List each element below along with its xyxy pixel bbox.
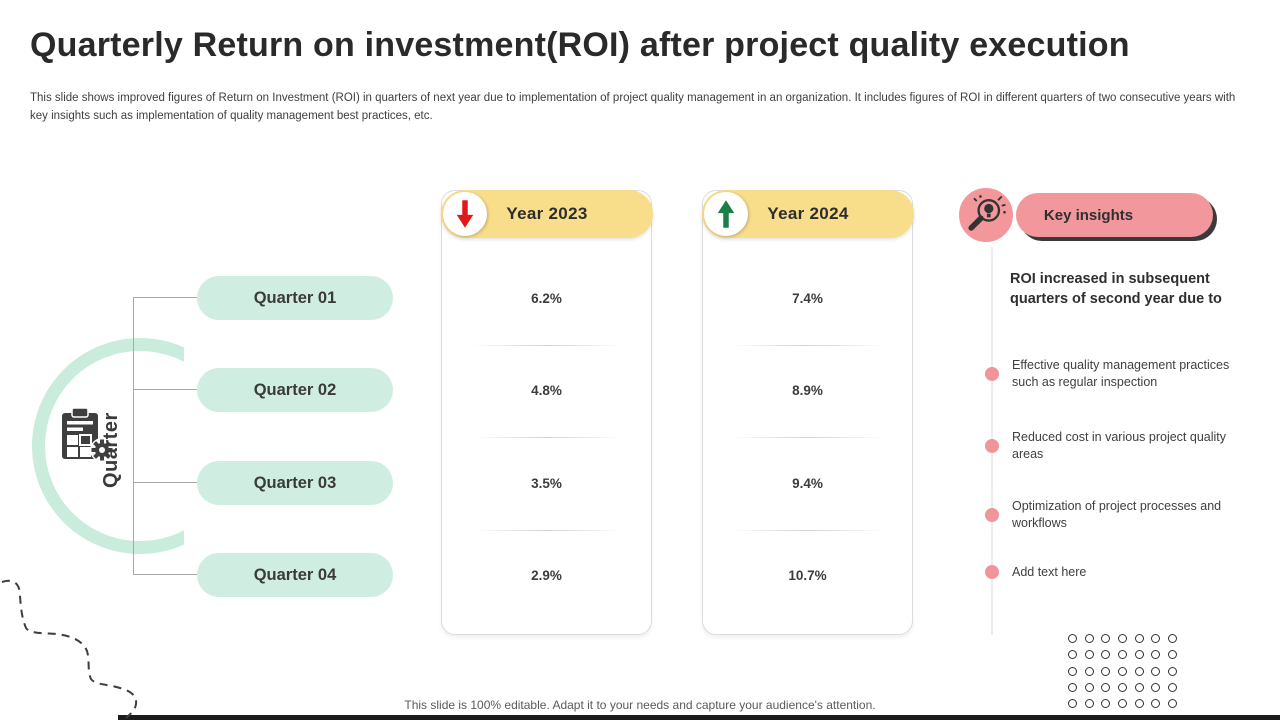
row-divider bbox=[470, 345, 623, 346]
bracket-stub bbox=[133, 482, 197, 483]
year-2024-column: Year 2024 7.4% 8.9% 9.4% 10.7% bbox=[702, 190, 914, 635]
insight-text: Reduced cost in various project quality … bbox=[1012, 430, 1227, 461]
year-2024-header: Year 2024 bbox=[702, 190, 914, 238]
dot-grid-decoration bbox=[1068, 634, 1178, 709]
insight-text: Add text here bbox=[1012, 565, 1087, 579]
quarter-pill-label: Quarter 02 bbox=[253, 380, 337, 399]
bullet-dot-icon bbox=[985, 565, 999, 580]
insights-heading: ROI increased in subsequent quarters of … bbox=[1010, 271, 1222, 307]
roi-value: 9.4% bbox=[792, 476, 823, 491]
quarter-axis-label: Quarter bbox=[100, 412, 122, 488]
quarter-pill-label: Quarter 01 bbox=[253, 288, 337, 307]
insight-text: Effective quality management practices s… bbox=[1012, 358, 1230, 389]
bullet-dot-icon bbox=[985, 438, 999, 453]
slide-title: Quarterly Return on investment(ROI) afte… bbox=[30, 26, 1130, 64]
quarter-pill-4: Quarter 04 bbox=[197, 553, 393, 597]
dashed-squiggle-line bbox=[1, 579, 138, 719]
insight-text: Optimization of project processes and wo… bbox=[1012, 499, 1222, 530]
bracket-stub bbox=[133, 297, 197, 298]
arrow-up-icon bbox=[717, 200, 735, 228]
roi-value: 3.5% bbox=[531, 476, 562, 491]
roi-value: 8.9% bbox=[792, 383, 823, 398]
roi-value: 2.9% bbox=[531, 568, 562, 583]
quarter-ring bbox=[32, 338, 184, 554]
year-column-title: Year 2023 bbox=[506, 204, 588, 223]
slide-description: This slide shows improved figures of Ret… bbox=[30, 92, 1236, 122]
bracket-stub bbox=[133, 389, 197, 390]
quarter-pill-label: Quarter 03 bbox=[253, 473, 337, 492]
row-divider bbox=[470, 437, 623, 438]
key-insights-label: Key insights bbox=[1043, 206, 1134, 224]
roi-value: 7.4% bbox=[792, 291, 823, 306]
bottom-accent-bar bbox=[118, 715, 1280, 720]
row-divider bbox=[731, 437, 884, 438]
bracket-vertical-line bbox=[133, 298, 134, 575]
trend-circle bbox=[704, 192, 748, 236]
key-insights-header: Key insights bbox=[1016, 193, 1213, 237]
quarter-pill-2: Quarter 02 bbox=[197, 368, 393, 412]
clipboard-gear-icon bbox=[60, 406, 116, 467]
row-divider bbox=[731, 530, 884, 531]
insight-item: Effective quality management practices s… bbox=[985, 357, 1232, 391]
quarter-pill-label: Quarter 04 bbox=[253, 565, 337, 584]
quarter-pill-3: Quarter 03 bbox=[197, 461, 393, 505]
insight-item: Reduced cost in various project quality … bbox=[985, 429, 1232, 463]
roi-value: 4.8% bbox=[531, 383, 562, 398]
footer-note: This slide is 100% editable. Adapt it to… bbox=[404, 698, 876, 712]
trend-circle bbox=[443, 192, 487, 236]
bullet-dot-icon bbox=[985, 507, 999, 522]
magnifier-bulb-icon bbox=[956, 185, 1016, 245]
bracket-stub bbox=[133, 574, 197, 575]
roi-value: 10.7% bbox=[788, 568, 827, 583]
year-column-title: Year 2024 bbox=[767, 204, 849, 223]
row-divider bbox=[470, 530, 623, 531]
row-divider bbox=[731, 345, 884, 346]
insight-item: Optimization of project processes and wo… bbox=[985, 498, 1232, 532]
year-2023-column: Year 2023 6.2% 4.8% 3.5% 2.9% bbox=[441, 190, 653, 635]
arrow-down-icon bbox=[456, 200, 474, 228]
insight-item: Add text here bbox=[985, 564, 1232, 581]
year-2023-header: Year 2023 bbox=[441, 190, 653, 238]
bullet-dot-icon bbox=[985, 366, 999, 381]
roi-value: 6.2% bbox=[531, 291, 562, 306]
quarter-pill-1: Quarter 01 bbox=[197, 276, 393, 320]
